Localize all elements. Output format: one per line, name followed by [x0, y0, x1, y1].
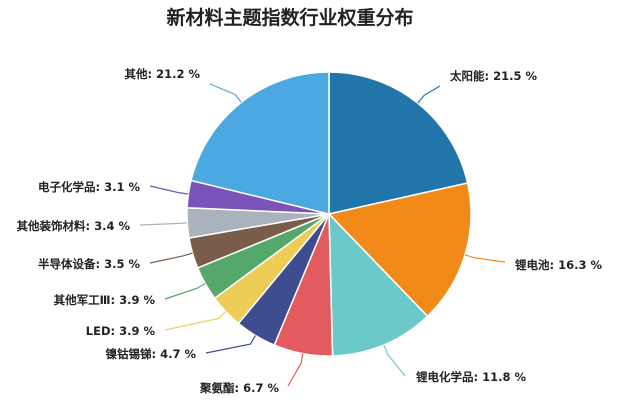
leader-line-5	[205, 335, 257, 354]
leader-line-8	[149, 252, 193, 264]
pie-slices	[186, 71, 472, 357]
leader-line-11	[209, 83, 242, 103]
leader-line-10	[149, 185, 189, 195]
data-label-8: 半导体设备: 3.5 %	[38, 257, 140, 271]
data-label-2: 锂电池: 16.3 %	[515, 258, 602, 272]
data-label-3: 锂电化学品: 11.8 %	[416, 370, 526, 384]
chart-title: 新材料主题指数行业权重分布	[166, 6, 413, 29]
data-label-7: 其他军工Ⅲ: 3.9 %	[54, 293, 156, 307]
data-label-6: LED: 3.9 %	[86, 324, 156, 338]
data-label-11: 其他: 21.2 %	[124, 67, 200, 81]
data-label-4: 聚氨酯: 6.7 %	[199, 381, 279, 395]
data-label-10: 电子化学品: 3.1 %	[38, 180, 140, 194]
leader-line-6	[164, 311, 227, 331]
data-label-9: 其他装饰材料: 3.4 %	[17, 219, 131, 233]
pie-labels: 太阳能: 21.5 % 锂电池: 16.3 % 锂电化学品: 11.8 % 聚氨酯: …	[17, 67, 603, 395]
leader-line-2	[464, 254, 506, 263]
leader-line-4	[287, 353, 304, 387]
pie-slice-11	[190, 71, 330, 215]
leader-line-1	[417, 85, 441, 104]
leader-line-7	[164, 283, 206, 300]
pie-slice-3	[328, 212, 429, 357]
leader-line-9	[139, 222, 188, 226]
data-label-5: 镍钴锡锑: 4.7 %	[105, 347, 196, 361]
leader-line-3	[383, 344, 406, 377]
data-label-1: 太阳能: 21.5 %	[449, 69, 537, 83]
pie-slice-2	[327, 182, 472, 318]
